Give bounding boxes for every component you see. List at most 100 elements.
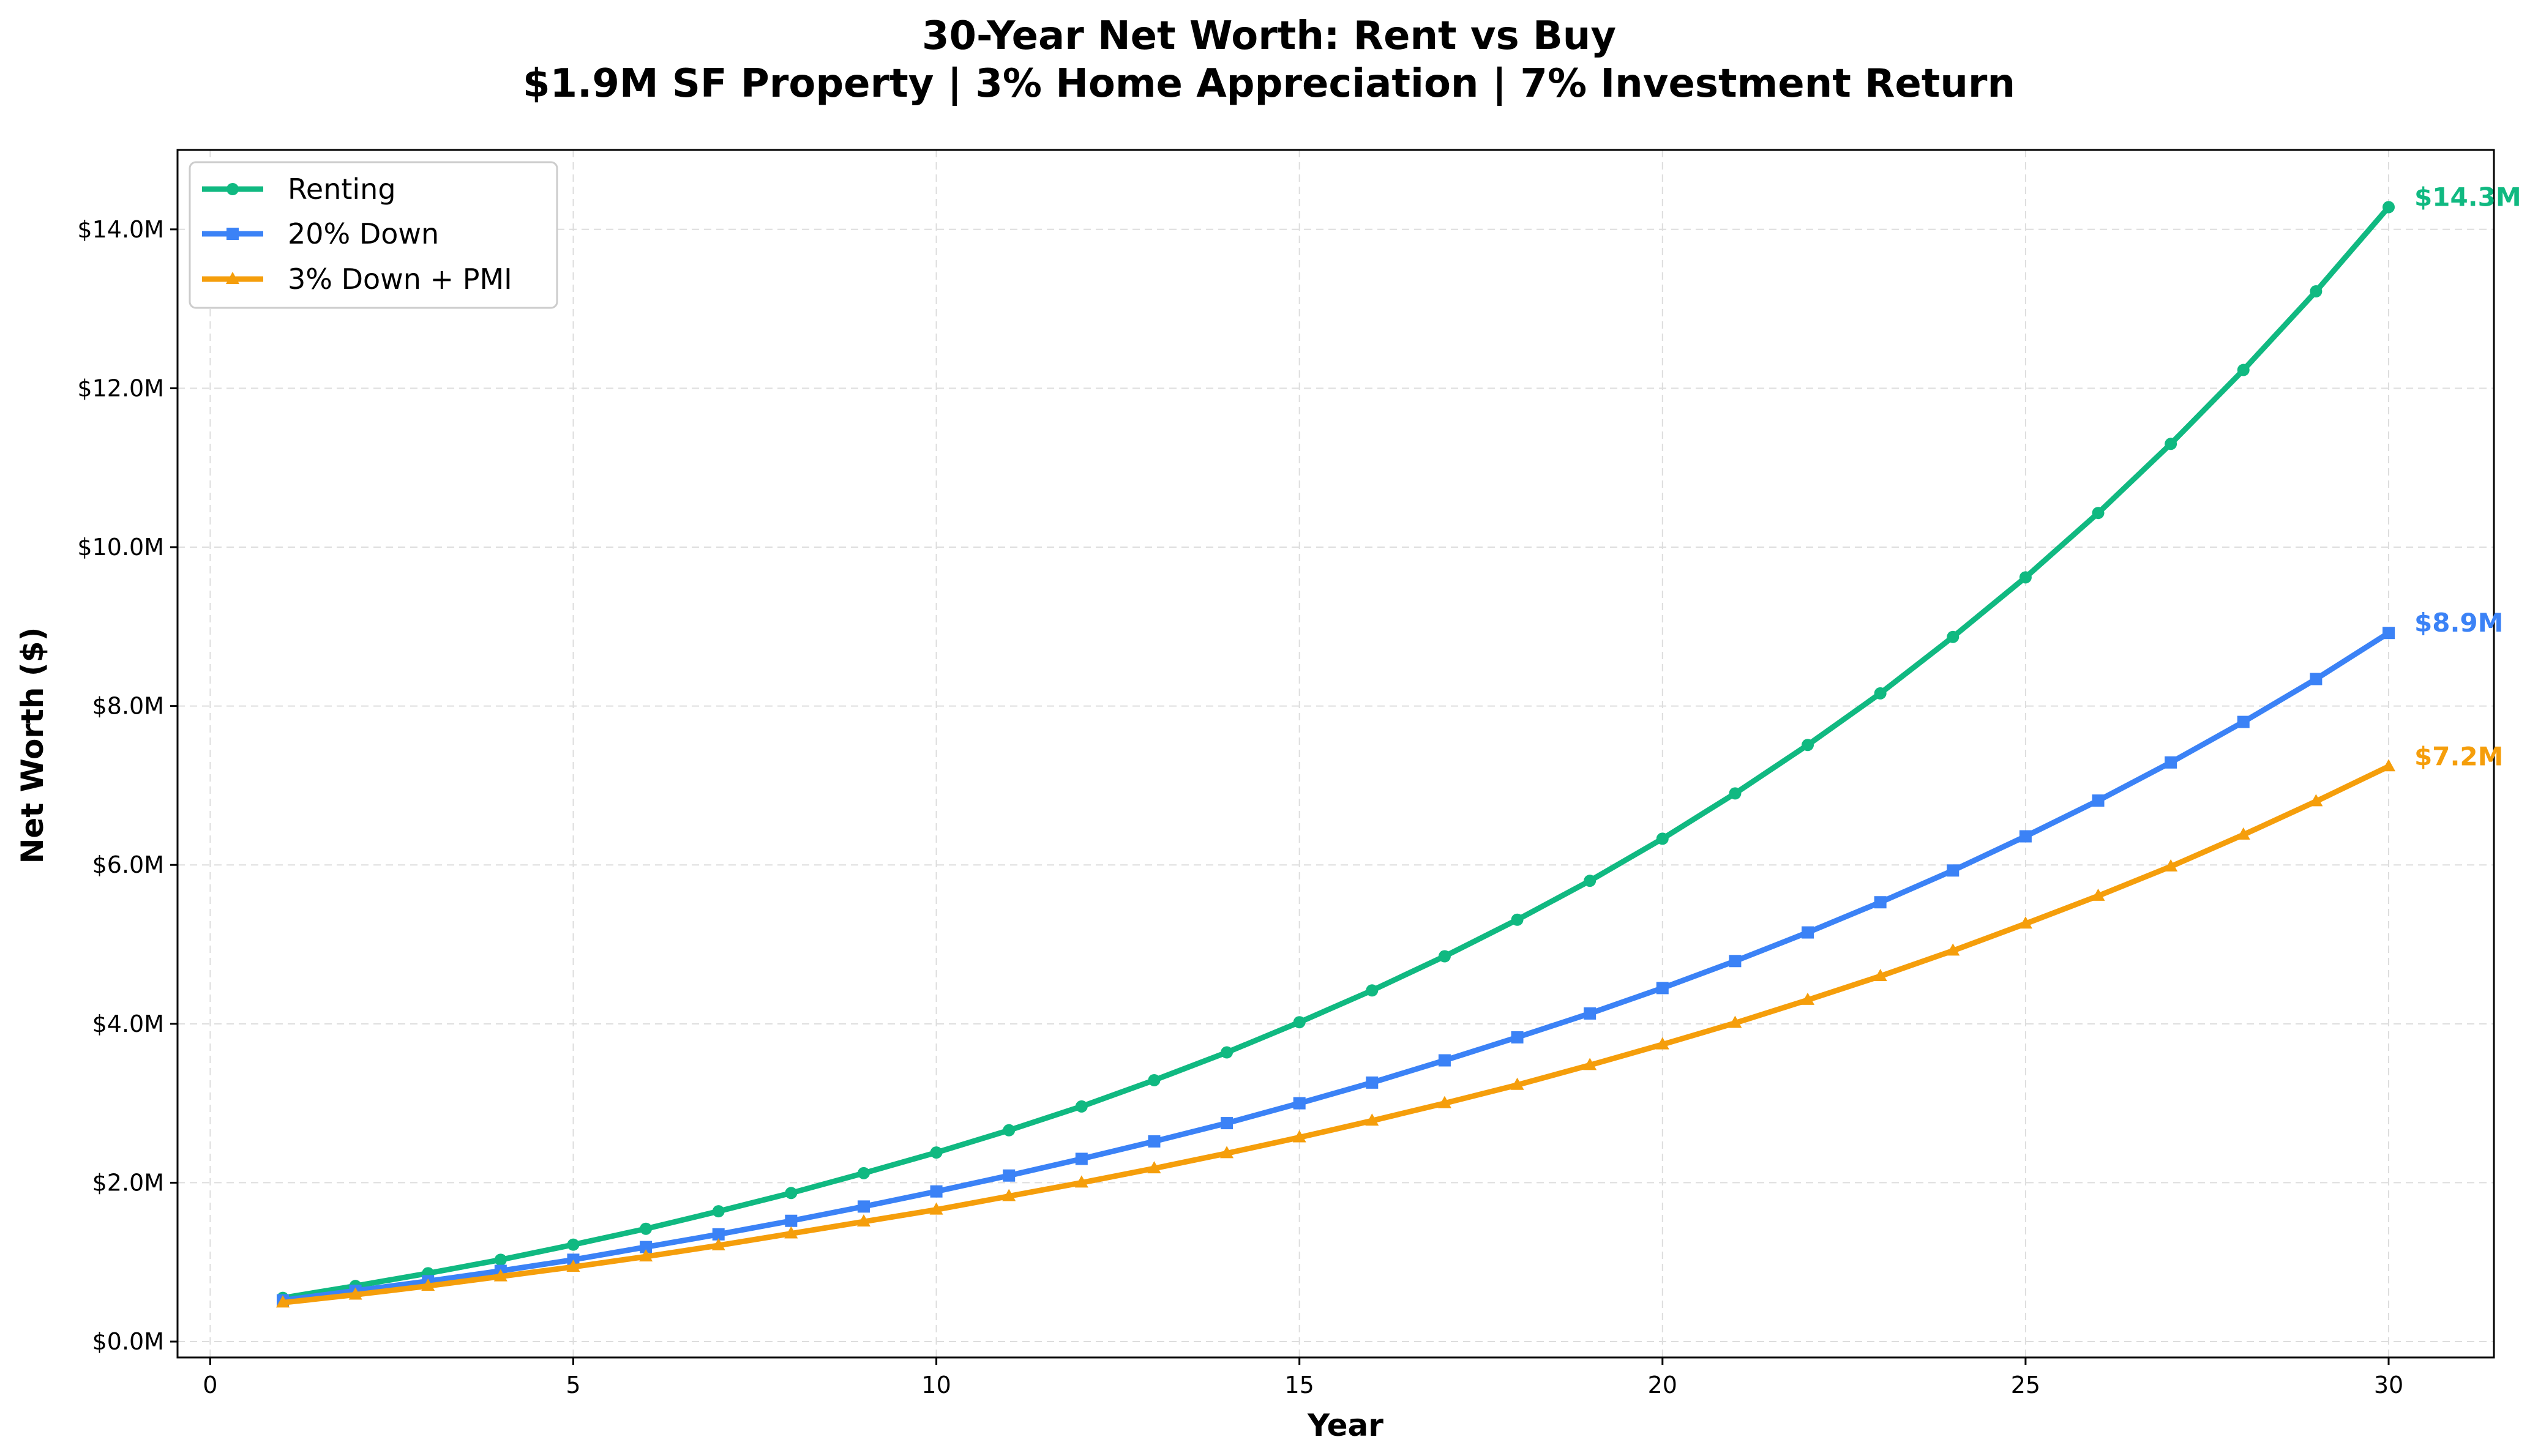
x-axis-label: Year bbox=[1307, 1408, 1383, 1443]
legend-label-20-down: 20% Down bbox=[288, 217, 439, 250]
data-point bbox=[1947, 864, 1960, 877]
x-tick-label: 0 bbox=[203, 1372, 217, 1398]
end-label-renting: $14.3M bbox=[2414, 182, 2521, 212]
data-point bbox=[712, 1205, 725, 1218]
data-point bbox=[1946, 943, 1960, 956]
data-point bbox=[1510, 1077, 1524, 1090]
data-point bbox=[930, 1185, 943, 1198]
data-point bbox=[1656, 832, 1669, 845]
data-point bbox=[1293, 1016, 1306, 1029]
chart-title: 30-Year Net Worth: Rent vs Buy bbox=[922, 13, 1616, 59]
legend-marker-20-down bbox=[226, 228, 239, 240]
data-point bbox=[2091, 888, 2105, 901]
data-point bbox=[1293, 1097, 1306, 1110]
x-tick-label: 25 bbox=[2011, 1372, 2040, 1398]
data-point bbox=[1221, 1046, 1233, 1059]
data-point bbox=[1438, 1054, 1451, 1067]
data-point bbox=[1075, 1152, 1088, 1165]
x-tick-label: 20 bbox=[1648, 1372, 1677, 1398]
legend-marker-renting bbox=[226, 183, 239, 195]
data-point bbox=[1148, 1073, 1161, 1086]
plot-frame bbox=[176, 149, 2495, 1359]
series-lines bbox=[276, 201, 2395, 1308]
data-point bbox=[567, 1238, 580, 1251]
data-point bbox=[1729, 955, 1742, 968]
data-point bbox=[1584, 875, 1597, 887]
data-point bbox=[1802, 739, 1814, 752]
data-point bbox=[2310, 673, 2323, 685]
data-point bbox=[421, 1279, 435, 1291]
x-tick-label: 5 bbox=[566, 1372, 580, 1398]
data-point bbox=[2019, 571, 2032, 584]
data-point bbox=[1003, 1169, 1016, 1182]
legend-label-renting: Renting bbox=[288, 173, 396, 206]
data-point bbox=[2092, 507, 2105, 520]
series-line-renting bbox=[280, 204, 2392, 1301]
data-point bbox=[1366, 984, 1379, 997]
series-3-down-pmi bbox=[276, 759, 2395, 1308]
data-point bbox=[1221, 1117, 1233, 1130]
data-point bbox=[566, 1260, 580, 1272]
data-point bbox=[1148, 1135, 1161, 1148]
series-line-3-down-pmi bbox=[280, 763, 2392, 1305]
data-point bbox=[2310, 285, 2323, 298]
end-labels: $14.3M $8.9M $7.2M bbox=[2414, 182, 2521, 771]
data-point bbox=[1874, 896, 1887, 909]
data-point bbox=[1003, 1124, 1016, 1137]
data-point bbox=[785, 1214, 798, 1227]
axis-ticks: 0 5 10 15 20 25 30 $0.0M $2.0M $4.0M $6.0M $8.0M $10… bbox=[77, 216, 2403, 1398]
data-point bbox=[1655, 1037, 1669, 1050]
data-point bbox=[711, 1238, 725, 1250]
legend: Renting 20% Down 3% Down + PMI bbox=[189, 161, 558, 309]
data-point bbox=[348, 1287, 362, 1300]
x-tick-label: 30 bbox=[2374, 1372, 2403, 1398]
data-point bbox=[1437, 1096, 1451, 1108]
data-point bbox=[1220, 1146, 1234, 1159]
data-point bbox=[1438, 950, 1451, 963]
chart-subtitle: $1.9M SF Property | 3% Home Appreciation… bbox=[523, 61, 2015, 106]
data-point bbox=[929, 1202, 943, 1215]
series-renting bbox=[277, 201, 2395, 1304]
data-point bbox=[1728, 1015, 1742, 1028]
y-tick-label: $2.0M bbox=[92, 1169, 164, 1196]
data-point bbox=[712, 1228, 725, 1241]
data-point bbox=[1584, 1007, 1597, 1020]
data-point bbox=[1873, 968, 1887, 981]
data-point bbox=[1656, 982, 1669, 995]
data-point bbox=[2237, 364, 2250, 376]
data-point bbox=[1365, 1113, 1379, 1126]
data-point bbox=[1002, 1189, 1016, 1201]
data-point bbox=[857, 1200, 870, 1213]
legend-item-20-down: 20% Down bbox=[202, 217, 439, 250]
data-point bbox=[1074, 1175, 1088, 1188]
data-point bbox=[2165, 756, 2177, 769]
data-point bbox=[784, 1226, 798, 1239]
data-point bbox=[2164, 859, 2178, 872]
data-point bbox=[1511, 913, 1524, 926]
data-point bbox=[2236, 827, 2250, 840]
data-point bbox=[2165, 438, 2177, 450]
legend-item-3-down-pmi: 3% Down + PMI bbox=[202, 263, 512, 296]
end-label-3-down-pmi: $7.2M bbox=[2414, 741, 2503, 771]
data-point bbox=[639, 1249, 653, 1262]
data-point bbox=[1583, 1058, 1597, 1070]
y-tick-label: $12.0M bbox=[77, 375, 164, 401]
y-axis-label: Net Worth ($) bbox=[15, 627, 50, 864]
legend-item-renting: Renting bbox=[202, 173, 396, 206]
data-point bbox=[2237, 715, 2250, 728]
data-point bbox=[1802, 926, 1814, 939]
legend-box bbox=[189, 161, 558, 309]
y-tick-label: $10.0M bbox=[77, 534, 164, 561]
grid-lines bbox=[178, 150, 2494, 1357]
data-point bbox=[1366, 1076, 1379, 1089]
data-point bbox=[493, 1269, 507, 1282]
series-line-20-down bbox=[280, 630, 2392, 1304]
x-tick-label: 10 bbox=[921, 1372, 951, 1398]
end-label-20-down: $8.9M bbox=[2414, 608, 2503, 638]
data-point bbox=[856, 1214, 870, 1227]
data-point bbox=[2019, 830, 2032, 843]
data-point bbox=[1147, 1161, 1161, 1174]
data-point bbox=[2309, 794, 2323, 807]
data-point bbox=[1511, 1031, 1524, 1043]
